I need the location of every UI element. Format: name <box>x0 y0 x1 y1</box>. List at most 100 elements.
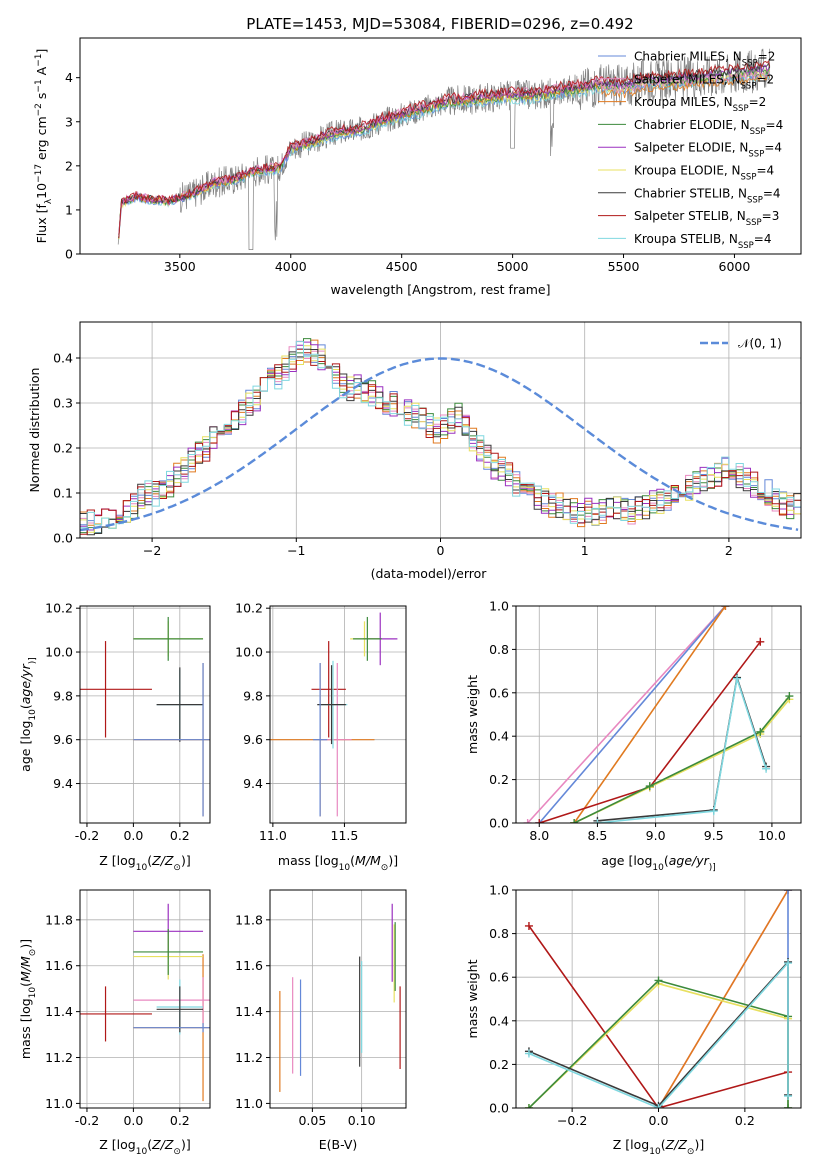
y-tick-label: 0.3 <box>53 396 73 411</box>
x-tick-label: 8.5 <box>587 828 607 843</box>
x-axis-label: Z [log10(Z/Z⊙)] <box>99 853 190 873</box>
y-tick-label: 9.4 <box>53 776 73 791</box>
x-tick-label: 0.0 <box>649 1113 669 1128</box>
mass-weight-vs-age-panel: 8.0 8.5 9.0 9.5 10.0 0.0 0.2 0.4 0.6 0.8 1.0 age [l… <box>465 599 802 873</box>
y-tick-label: 11.0 <box>235 1096 263 1111</box>
mass-weight-line-kroupa-stelib <box>528 960 789 1108</box>
legend-label: Kroupa ELODIE, NSSP=4 <box>634 164 774 183</box>
model-spectrum-salpeter-stelib <box>118 60 771 238</box>
y-axis-label: Flux [fλ10−17 erg cm−2 s−1 A−1] <box>34 49 54 244</box>
legend-label: Kroupa MILES, NSSP=2 <box>634 95 766 114</box>
x-tick-label: 3500 <box>164 259 196 274</box>
x-tick-label: 11.5 <box>331 828 359 843</box>
x-tick-label: 2 <box>725 543 733 558</box>
x-tick-label: 5500 <box>608 259 640 274</box>
x-axis-label: age [log10(age/yr)] <box>601 853 716 873</box>
axes-frame <box>515 605 802 824</box>
y-tick-label: 11.2 <box>45 1050 73 1065</box>
plot-area <box>80 338 801 536</box>
x-tick-label: 0.0 <box>123 828 143 843</box>
legend-label: Chabrier ELODIE, NSSP=4 <box>634 118 783 137</box>
plot-area <box>523 606 794 823</box>
x-tick-label: 0 <box>437 543 445 558</box>
y-tick-label: 11.8 <box>45 912 73 927</box>
axes-frame <box>79 889 211 1109</box>
y-tick-label: 11.0 <box>45 1096 73 1111</box>
y-tick-label: 11.6 <box>235 958 263 973</box>
x-tick-label: 9.5 <box>704 828 724 843</box>
x-tick-label: −2 <box>143 543 161 558</box>
y-tick-label: 11.6 <box>45 958 73 973</box>
plus-marker <box>784 890 793 894</box>
legend-label: Salpeter ELODIE, NSSP=4 <box>634 141 782 160</box>
plus-marker <box>654 1104 663 1108</box>
plus-marker <box>524 1049 533 1058</box>
x-tick-label: 0.0 <box>123 1113 143 1128</box>
plot-area <box>270 612 398 817</box>
histogram-step-kroupa-stelib <box>80 341 801 529</box>
plus-marker <box>784 959 793 968</box>
x-tick-label: 0.10 <box>348 1113 376 1128</box>
age-vs-mass-panel: 11.0 11.5 9.4 9.6 9.8 10.0 10.2 mass [log10(M/M… <box>235 601 407 873</box>
axes-frame <box>515 889 802 1109</box>
plot-area <box>80 616 210 817</box>
y-tick-label: 0.4 <box>489 1013 509 1028</box>
mass-vs-metallicity-panel: -0.2 0.0 0.2 11.0 11.2 11.4 11.6 11.8 Z [log10(Z… <box>18 889 211 1157</box>
y-tick-label: 0.2 <box>53 441 73 456</box>
plot-area <box>524 890 793 1108</box>
age-vs-metallicity-panel: -0.2 0.0 0.2 9.4 9.6 9.8 10.0 10.2 Z [log10(Z/Z⊙… <box>18 601 211 873</box>
plus-marker <box>784 1104 793 1108</box>
plus-marker <box>570 819 579 823</box>
x-tick-label: -0.2 <box>75 1113 99 1128</box>
normal-distribution-curve <box>80 357 799 532</box>
x-tick-label: −0.2 <box>557 1113 587 1128</box>
plus-marker <box>593 819 602 823</box>
plot-area <box>279 903 401 1092</box>
plus-marker <box>523 819 532 823</box>
x-axis-label: (data-model)/error <box>371 566 488 581</box>
x-tick-label: -0.2 <box>75 828 99 843</box>
y-axis-label: mass weight <box>465 675 480 754</box>
mass-vs-extinction-panel: 0.05 0.10 11.0 11.2 11.4 11.6 11.8 E(B-V) <box>235 889 407 1152</box>
y-tick-label: 1.0 <box>489 599 509 614</box>
plot-area <box>117 48 771 250</box>
y-tick-label: 11.4 <box>235 1004 263 1019</box>
plus-marker <box>756 637 765 646</box>
legend-label: Chabrier MILES, NSSP=2 <box>634 50 775 69</box>
y-tick-label: 9.6 <box>243 732 263 747</box>
mass-weight-line-salpeter-stelib <box>528 925 789 1108</box>
y-tick-label: 3 <box>65 114 73 129</box>
plus-marker <box>654 976 663 985</box>
legend-label: Kroupa STELIB, NSSP=4 <box>634 232 772 251</box>
legend-label: Salpeter STELIB, NSSP=3 <box>634 209 779 228</box>
mass-weight-line-chabrier-elodie <box>573 695 791 823</box>
y-tick-label: 11.4 <box>45 1004 73 1019</box>
y-tick-label: 10.2 <box>45 601 73 616</box>
y-tick-label: 9.6 <box>53 732 73 747</box>
y-tick-label: 10.0 <box>235 645 263 660</box>
y-axis-label: mass weight <box>465 959 480 1038</box>
y-tick-label: 0.6 <box>489 685 509 700</box>
axes-frame <box>79 605 211 824</box>
y-tick-label: 1.0 <box>489 883 509 898</box>
x-axis-label: wavelength [Angstrom, rest frame] <box>330 282 550 297</box>
x-tick-label: 0.2 <box>170 1113 190 1128</box>
spectrum-panel: 3500 4000 4500 5000 5500 6000 0 1 2 3 4 wavelength … <box>34 37 802 297</box>
x-tick-label: 10.0 <box>758 828 786 843</box>
plus-marker <box>524 921 533 930</box>
mass-weight-line-kroupa-miles <box>573 606 727 823</box>
y-tick-label: 0.0 <box>489 816 509 831</box>
y-tick-label: 2 <box>65 158 73 173</box>
y-tick-label: 10.2 <box>235 601 263 616</box>
x-axis-label: Z [log10(Z/Z⊙)] <box>613 1137 704 1157</box>
plus-marker <box>733 674 742 683</box>
y-tick-label: 9.8 <box>243 688 263 703</box>
y-tick-label: 11.2 <box>235 1050 263 1065</box>
y-tick-label: 10.0 <box>45 645 73 660</box>
figure-title: PLATE=1453, MJD=53084, FIBERID=0296, z=0… <box>246 15 633 33</box>
x-axis-label: mass [log10(M/M⊙)] <box>278 853 398 873</box>
x-tick-label: 9.0 <box>646 828 666 843</box>
x-axis-label: Z [log10(Z/Z⊙)] <box>99 1137 190 1157</box>
y-axis-label: Normed distribution <box>27 368 42 493</box>
x-tick-label: 11.0 <box>259 828 287 843</box>
